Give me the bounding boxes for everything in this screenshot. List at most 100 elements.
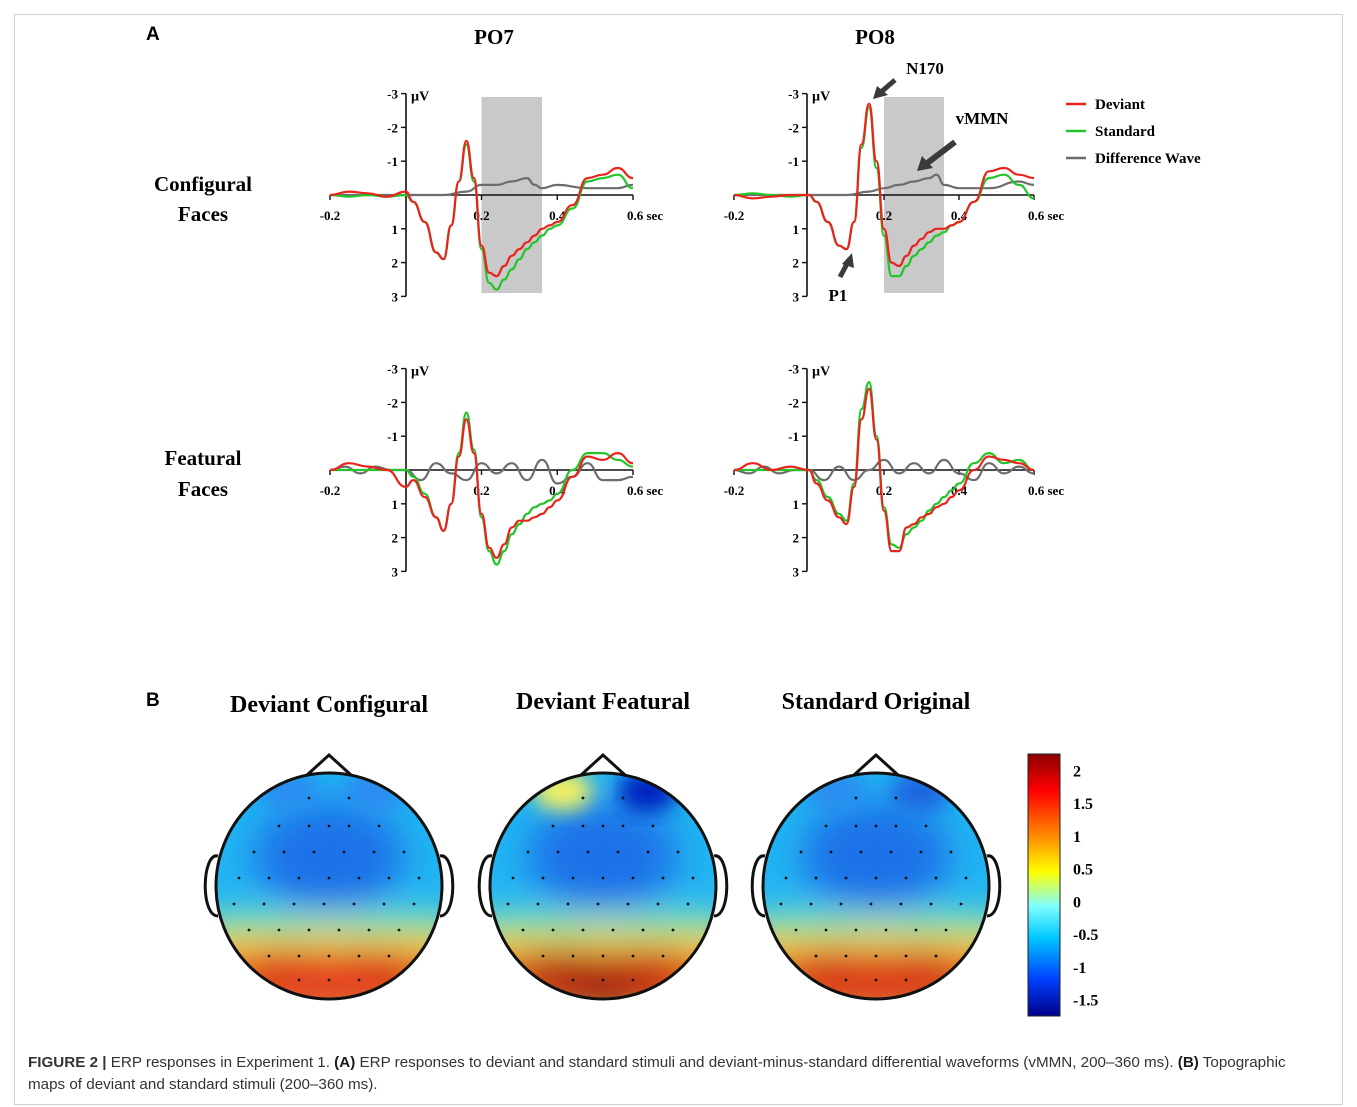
electrode-dot bbox=[904, 978, 908, 982]
topomap-1 bbox=[203, 752, 455, 1001]
electrode-dot bbox=[904, 876, 908, 880]
electrode-dot bbox=[854, 824, 858, 828]
legend: Deviant Standard Difference Wave bbox=[1066, 97, 1201, 167]
y-tick-label: 3 bbox=[793, 564, 800, 579]
caption-text-3: Topographic maps of deviant and standard… bbox=[28, 1054, 1286, 1093]
electrode-dot bbox=[829, 850, 833, 854]
electrode-dot bbox=[322, 902, 326, 906]
y-tick-label: -3 bbox=[387, 362, 398, 377]
electrode-dot bbox=[859, 850, 863, 854]
x-tick-label: 0.2 bbox=[473, 208, 489, 223]
electrode-dot bbox=[367, 928, 371, 932]
electrode-dot bbox=[824, 928, 828, 932]
colorbar-tick-label: 1 bbox=[1073, 829, 1081, 846]
left-ear bbox=[750, 854, 766, 918]
topomap-fill bbox=[216, 773, 442, 999]
y-tick-label: 1 bbox=[793, 222, 800, 237]
electrode-dot bbox=[874, 978, 878, 982]
electrode-dot bbox=[686, 902, 690, 906]
electrode-dot bbox=[372, 850, 376, 854]
electrode-dot bbox=[919, 850, 923, 854]
electrode-dot bbox=[844, 978, 848, 982]
annotation-vmmn: vMMN bbox=[917, 109, 1009, 171]
y-tick-label: -3 bbox=[788, 362, 799, 377]
topomap-2 bbox=[477, 752, 729, 1001]
electrode-dot bbox=[352, 902, 356, 906]
electrode-dot bbox=[779, 902, 783, 906]
electrode-dot bbox=[551, 824, 555, 828]
annotation-p1: P1 bbox=[829, 253, 854, 305]
topomap-3 bbox=[750, 752, 1002, 1001]
topomap-fill bbox=[763, 773, 989, 999]
electrode-dot bbox=[382, 902, 386, 906]
electrode-dot bbox=[601, 954, 605, 958]
right-ear bbox=[713, 854, 729, 918]
electrode-dot bbox=[601, 824, 605, 828]
electrode-dot bbox=[894, 824, 898, 828]
x-tick-label: -0.2 bbox=[320, 208, 341, 223]
electrode-dot bbox=[327, 824, 331, 828]
y-tick-label: -1 bbox=[387, 154, 398, 169]
x-tick-label: 0.6 sec bbox=[627, 483, 663, 498]
electrode-dot bbox=[959, 902, 963, 906]
y-tick-label: 1 bbox=[392, 497, 399, 512]
electrode-dot bbox=[949, 850, 953, 854]
y-unit-label: µV bbox=[812, 365, 830, 380]
caption-lead: FIGURE 2 | bbox=[28, 1054, 107, 1071]
left-ear bbox=[203, 854, 219, 918]
topo-title-standard-original: Standard Original bbox=[782, 689, 971, 715]
topomap-fill bbox=[490, 773, 716, 999]
electrode-dot bbox=[626, 902, 630, 906]
legend-label-deviant: Deviant bbox=[1095, 97, 1145, 113]
y-unit-label: µV bbox=[411, 365, 429, 380]
electrode-dot bbox=[824, 824, 828, 828]
electrode-dot bbox=[581, 928, 585, 932]
electrode-dot bbox=[357, 978, 361, 982]
electrode-dot bbox=[357, 954, 361, 958]
electrode-dot bbox=[307, 824, 311, 828]
x-tick-label: -0.2 bbox=[724, 208, 745, 223]
electrode-dot bbox=[412, 902, 416, 906]
colorbar-tick-label: -1.5 bbox=[1073, 993, 1098, 1010]
electrode-dot bbox=[397, 928, 401, 932]
electrode-dot bbox=[944, 928, 948, 932]
series-deviant bbox=[329, 418, 634, 559]
electrode-dot bbox=[844, 954, 848, 958]
electrode-dot bbox=[566, 902, 570, 906]
right-ear bbox=[439, 854, 455, 918]
electrode-dot bbox=[327, 876, 331, 880]
n170-label: N170 bbox=[906, 59, 944, 78]
electrode-dot bbox=[307, 928, 311, 932]
electrode-dot bbox=[889, 850, 893, 854]
electrode-dot bbox=[402, 850, 406, 854]
electrode-dot bbox=[929, 902, 933, 906]
colorbar-tick-label: -0.5 bbox=[1073, 927, 1098, 944]
panel-label-b: B bbox=[146, 690, 160, 711]
electrode-dot bbox=[814, 954, 818, 958]
y-tick-label: -1 bbox=[788, 429, 799, 444]
electrode-dot bbox=[357, 876, 361, 880]
electrode-dot bbox=[247, 928, 251, 932]
electrode-dot bbox=[342, 850, 346, 854]
electrode-dot bbox=[297, 978, 301, 982]
electrode-dot bbox=[327, 978, 331, 982]
p1-label: P1 bbox=[829, 286, 848, 305]
electrode-dot bbox=[616, 850, 620, 854]
x-tick-label: 0.6 sec bbox=[1028, 208, 1064, 223]
y-tick-label: 2 bbox=[392, 256, 399, 271]
series-difference-wave bbox=[329, 458, 634, 485]
electrode-dot bbox=[571, 954, 575, 958]
x-tick-label: 0.2 bbox=[876, 483, 892, 498]
x-tick-label: 0.2 bbox=[876, 208, 892, 223]
electrode-dot bbox=[611, 928, 615, 932]
electrode-dot bbox=[292, 902, 296, 906]
electrode-dot bbox=[839, 902, 843, 906]
electrode-dot bbox=[297, 954, 301, 958]
electrode-dot bbox=[899, 902, 903, 906]
electrode-dot bbox=[869, 902, 873, 906]
legend-label-standard: Standard bbox=[1095, 124, 1156, 140]
electrode-dot bbox=[874, 824, 878, 828]
